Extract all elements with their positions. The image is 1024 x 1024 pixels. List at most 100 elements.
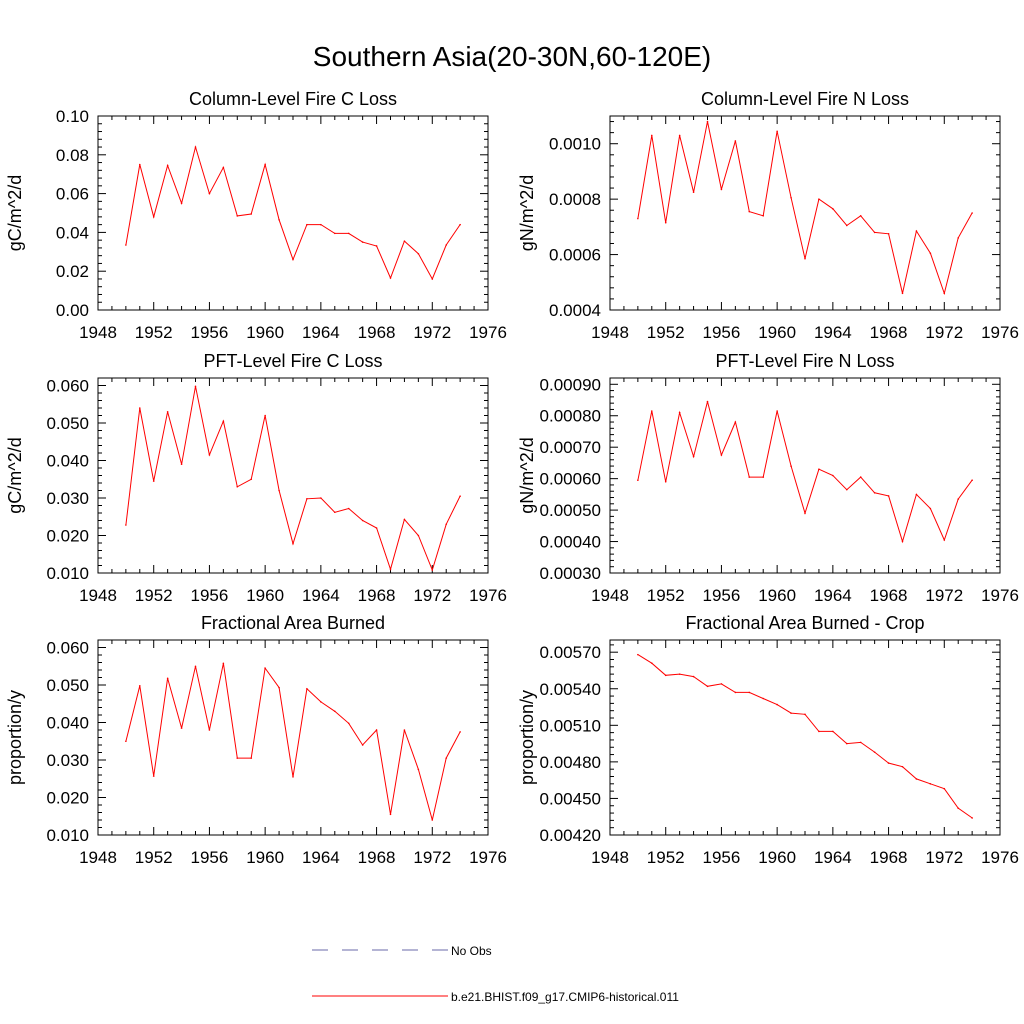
data-point	[222, 662, 225, 665]
y-tick-label: 0.010	[46, 564, 89, 583]
data-point	[943, 539, 946, 541]
panel-1: Column-Level Fire C Loss gC/m^2/d 1948 1952…	[5, 89, 507, 342]
x-tick-label: 1952	[647, 586, 685, 605]
data-point	[431, 278, 434, 280]
figure-title: Southern Asia(20-30N,60-120E)	[313, 41, 711, 72]
data-point	[166, 164, 169, 167]
x-tick-label: 1952	[135, 848, 173, 867]
x-tick-label: 1972	[413, 848, 451, 867]
data-point	[971, 212, 973, 214]
data-point	[208, 192, 211, 195]
y-tick-label: 0.020	[46, 789, 89, 808]
data-point	[692, 675, 695, 678]
data-point	[431, 569, 434, 571]
x-tick-label: 1972	[925, 848, 963, 867]
data-point	[929, 507, 932, 510]
y-axis-label: proportion/y	[5, 690, 25, 785]
data-point	[720, 454, 723, 456]
data-point	[762, 476, 765, 478]
data-point	[417, 768, 420, 771]
data-point	[873, 231, 876, 234]
data-point	[845, 488, 848, 491]
y-tick-label: 0.00	[56, 301, 89, 320]
data-point	[790, 465, 792, 467]
data-point	[138, 684, 141, 687]
data-point	[887, 495, 890, 497]
data-point	[347, 507, 350, 510]
data-point	[929, 252, 932, 254]
y-tick-label: 0.0008	[549, 190, 601, 209]
x-tick-label: 1956	[703, 323, 741, 342]
data-point	[264, 414, 266, 417]
data-point	[637, 479, 639, 482]
data-point	[776, 130, 778, 133]
data-point	[180, 463, 183, 466]
data-point	[790, 712, 792, 714]
data-point	[347, 232, 350, 235]
data-point	[292, 258, 294, 261]
series-line-model	[637, 654, 973, 819]
data-point	[901, 292, 904, 295]
data-point	[776, 703, 778, 706]
data-point	[250, 213, 253, 215]
plot-frame	[609, 115, 1001, 311]
data-point	[818, 198, 820, 200]
panel-title: Fractional Area Burned	[201, 613, 385, 633]
y-tick-label: 0.00060	[540, 470, 601, 489]
data-point	[125, 524, 127, 526]
data-point	[138, 407, 141, 409]
y-tick-label: 0.00570	[540, 643, 601, 662]
y-tick-label: 0.060	[46, 377, 89, 396]
x-tick-label: 1952	[135, 323, 173, 342]
data-point	[804, 257, 806, 260]
x-tick-label: 1972	[413, 586, 451, 605]
x-tick-label: 1956	[703, 848, 741, 867]
data-point	[832, 208, 834, 210]
x-tick-label: 1956	[191, 848, 229, 867]
data-point	[292, 542, 294, 545]
x-tick-label: 1968	[358, 848, 396, 867]
data-point	[887, 762, 890, 764]
data-point	[637, 217, 639, 220]
data-point	[347, 722, 350, 725]
data-point	[748, 691, 751, 694]
data-point	[692, 191, 695, 194]
panel-5: Fractional Area Burned proportion/y 1948 19…	[5, 613, 507, 867]
panels: Column-Level Fire C Loss gC/m^2/d 1948 1952…	[5, 89, 1019, 867]
data-point	[720, 683, 723, 685]
data-point	[125, 244, 127, 246]
series-line-model	[125, 386, 461, 572]
x-tick-label: 1948	[591, 848, 629, 867]
data-point	[306, 497, 308, 500]
y-tick-label: 0.0004	[549, 301, 601, 320]
data-point	[152, 216, 155, 218]
data-point	[804, 713, 806, 716]
data-point	[459, 731, 461, 733]
panel-2: Column-Level Fire N Loss gN/m^2/d 1948 1952…	[517, 89, 1019, 342]
y-axis-label: gN/m^2/d	[517, 175, 537, 251]
data-point	[943, 292, 946, 295]
data-point	[180, 202, 183, 205]
data-point	[859, 214, 862, 217]
series-line-model	[637, 121, 973, 296]
data-point	[459, 223, 461, 226]
y-tick-label: 0.00450	[540, 789, 601, 808]
data-point	[320, 497, 322, 499]
data-point	[887, 232, 890, 235]
data-point	[915, 493, 918, 496]
panel-6: Fractional Area Burned - Crop proportion/…	[517, 613, 1019, 867]
data-point	[333, 232, 336, 235]
y-tick-label: 0.00080	[540, 407, 601, 426]
data-point	[734, 421, 737, 423]
data-point	[845, 224, 848, 227]
x-tick-label: 1972	[925, 323, 963, 342]
data-point	[678, 673, 681, 675]
data-point	[152, 480, 155, 482]
series-line-model	[637, 401, 973, 544]
x-tick-label: 1960	[246, 586, 284, 605]
data-point	[915, 778, 918, 780]
data-point	[678, 134, 681, 137]
x-tick-label: 1948	[79, 848, 117, 867]
data-point	[194, 665, 197, 668]
y-tick-label: 0.00420	[540, 826, 601, 845]
